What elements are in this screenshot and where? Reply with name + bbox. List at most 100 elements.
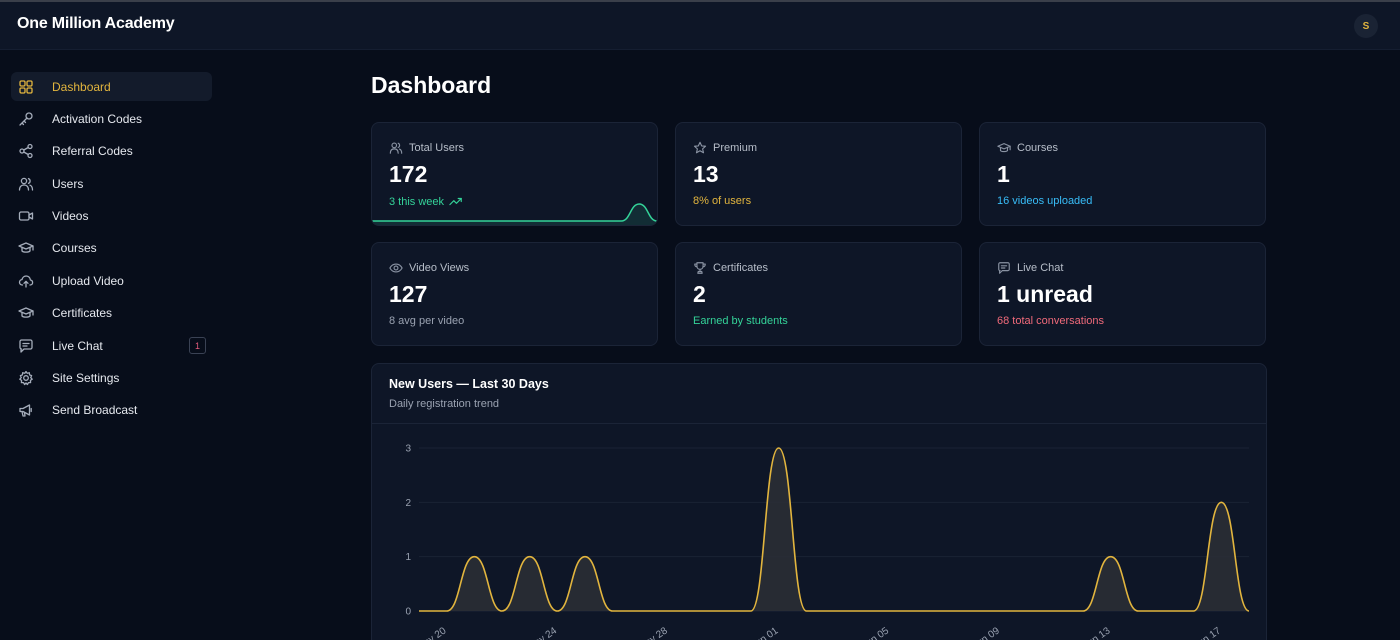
stat-card-subtext: 8% of users — [693, 195, 751, 207]
stat-card-subtext-label: Earned by students — [693, 315, 788, 327]
sidebar-item-label: Site Settings — [52, 371, 120, 386]
stat-card-premium: Premium 13 8% of users — [675, 122, 962, 226]
y-tick-label: 2 — [405, 498, 411, 509]
new-users-chart-card: New Users — Last 30 Days Daily registrat… — [371, 363, 1267, 640]
users-icon — [18, 176, 34, 192]
stat-card-total-users: Total Users 172 3 this week — [371, 122, 658, 226]
stat-card-header: Live Chat — [997, 261, 1063, 275]
graduation-cap-icon — [18, 240, 34, 256]
stat-card-title: Live Chat — [1017, 262, 1064, 274]
sidebar-item-label: Upload Video — [52, 273, 124, 288]
sidebar-item-videos[interactable]: Videos — [11, 202, 212, 231]
megaphone-icon — [18, 402, 34, 418]
sidebar-item-label: Dashboard — [52, 79, 111, 94]
users-icon — [389, 141, 403, 155]
chart-series-line — [419, 447, 1250, 612]
chat-icon — [997, 261, 1011, 275]
stat-card-title: Certificates — [713, 262, 769, 274]
y-tick-label: 1 — [405, 552, 411, 563]
sidebar-item-label: Activation Codes — [52, 111, 143, 126]
cloud-upload-icon — [18, 273, 34, 289]
x-tick-label: May 20 — [415, 625, 449, 640]
sidebar-item-label: Users — [52, 176, 84, 191]
stat-card-title: Courses — [1017, 142, 1058, 154]
x-tick-label: Jun 17 — [1192, 625, 1223, 640]
brand-logo-text[interactable]: One Million Academy — [17, 15, 175, 32]
stat-card-header: Courses — [997, 141, 1058, 155]
stat-card-subtext-label: 16 videos uploaded — [997, 195, 1093, 207]
stat-card-value: 13 — [693, 161, 719, 187]
chart-subtitle: Daily registration trend — [389, 398, 500, 410]
chat-icon — [18, 338, 34, 354]
chart-title: New Users — Last 30 Days — [389, 377, 549, 391]
x-tick-label: Jun 05 — [860, 625, 891, 640]
user-avatar[interactable]: S — [1354, 14, 1378, 38]
window-top-edge — [0, 0, 1400, 2]
chart-divider — [372, 423, 1266, 424]
sidebar-item-send-broadcast[interactable]: Send Broadcast — [11, 396, 212, 425]
grid-icon — [18, 79, 34, 95]
stat-card-subtext-label: 8 avg per video — [389, 315, 465, 327]
stat-card-video-views: Video Views 127 8 avg per video — [371, 242, 658, 346]
page-title: Dashboard — [371, 72, 492, 98]
stat-card-header: Certificates — [693, 261, 768, 275]
users-sparkline — [372, 203, 657, 225]
stat-card-live-chat: Live Chat 1 unread 68 total conversations — [979, 242, 1266, 346]
stat-card-value: 172 — [389, 161, 428, 187]
sidebar-item-users[interactable]: Users — [11, 169, 212, 198]
stat-card-value: 1 — [997, 161, 1010, 187]
sidebar-item-courses[interactable]: Courses — [11, 234, 212, 263]
gear-icon — [18, 370, 34, 386]
stat-card-title: Total Users — [409, 142, 465, 154]
stat-card-subtext: 68 total conversations — [997, 315, 1104, 327]
sidebar-item-site-settings[interactable]: Site Settings — [11, 364, 212, 393]
stat-card-value: 1 unread — [997, 281, 1093, 307]
sidebar-item-referral-codes[interactable]: Referral Codes — [11, 137, 212, 166]
x-tick-label: May 24 — [526, 625, 560, 640]
sidebar-item-label: Send Broadcast — [52, 403, 138, 418]
share-icon — [18, 143, 34, 159]
sidebar-item-dashboard[interactable]: Dashboard — [11, 72, 212, 101]
new-users-area-chart: 0 1 2 3 May 20 May 24 May 28 Jun 01 Jun 05 Jun 09… — [405, 444, 1250, 640]
y-tick-label: 0 — [405, 607, 411, 618]
stat-card-subtext-label: 68 total conversations — [997, 315, 1105, 327]
key-icon — [18, 111, 34, 127]
top-header: One Million Academy S — [0, 2, 1400, 50]
graduation-cap-icon — [18, 305, 34, 321]
sidebar-nav: Dashboard Activation Codes Referral Codes U… — [11, 72, 212, 428]
star-icon — [693, 141, 707, 155]
sidebar-item-label: Live Chat — [52, 338, 103, 353]
stat-card-value: 127 — [389, 281, 428, 307]
x-tick-label: May 28 — [637, 625, 671, 640]
x-tick-label: Jun 13 — [1081, 625, 1112, 640]
sidebar-item-label: Referral Codes — [52, 144, 133, 159]
sidebar-item-live-chat[interactable]: Live Chat 1 — [11, 331, 212, 360]
graduation-cap-icon — [997, 141, 1011, 155]
sidebar-item-label: Certificates — [52, 306, 113, 321]
stat-card-courses: Courses 1 16 videos uploaded — [979, 122, 1266, 226]
stat-card-subtext: 8 avg per video — [389, 315, 464, 327]
sidebar-item-upload-video[interactable]: Upload Video — [11, 266, 212, 295]
sidebar-item-label: Courses — [52, 241, 97, 256]
sidebar-item-activation-codes[interactable]: Activation Codes — [11, 104, 212, 133]
stat-card-title: Video Views — [409, 262, 470, 274]
x-tick-label: Jun 01 — [749, 625, 780, 640]
stat-card-certificates: Certificates 2 Earned by students — [675, 242, 962, 346]
stat-card-header: Video Views — [389, 261, 469, 275]
y-tick-label: 3 — [405, 444, 411, 455]
stat-card-header: Total Users — [389, 141, 464, 155]
sidebar-item-certificates[interactable]: Certificates — [11, 299, 212, 328]
trophy-icon — [693, 261, 707, 275]
stat-card-value: 2 — [693, 281, 706, 307]
stat-card-title: Premium — [713, 142, 758, 154]
sidebar-item-label: Videos — [52, 209, 89, 224]
stat-card-header: Premium — [693, 141, 757, 155]
video-icon — [18, 208, 34, 224]
stat-card-subtext-label: 3 this week — [389, 196, 445, 208]
stat-card-subtext-label: 8% of users — [693, 195, 752, 207]
eye-icon — [389, 261, 403, 275]
stat-card-subtext: 16 videos uploaded — [997, 195, 1092, 207]
trending-up-icon — [449, 195, 463, 209]
stat-card-subtext: Earned by students — [693, 315, 788, 327]
stat-card-subtext: 3 this week — [389, 195, 463, 209]
